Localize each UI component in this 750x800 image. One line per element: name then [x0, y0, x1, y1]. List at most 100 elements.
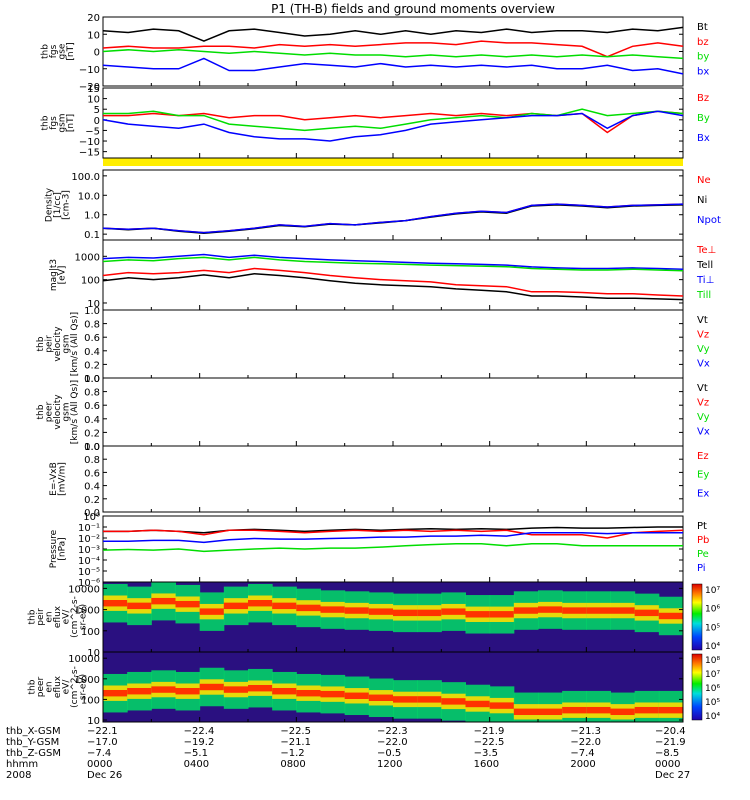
y-axis-label: en	[45, 611, 55, 622]
y-tick-label: 1.0	[84, 306, 100, 317]
colorbar-label: 10⁸	[705, 656, 720, 666]
panel-frame	[102, 445, 684, 513]
spectrogram-band	[658, 706, 684, 714]
x-tick-value: −21.9	[474, 726, 505, 737]
spectrogram-band	[538, 606, 563, 613]
spectrogram-band	[151, 597, 176, 605]
legend-entry: By	[697, 113, 710, 124]
legend-entry: Pe	[697, 549, 709, 560]
y-axis-label: Pressure	[49, 529, 59, 568]
x-tick-value: −20.4	[655, 726, 686, 737]
colorbar	[691, 653, 703, 721]
panel-peer_velocity: 1.0 0.8 0.6 0.4 0.2 0.0 thbpeervelocitygsm[km/…	[36, 374, 710, 453]
legend-entry: Vz	[697, 398, 709, 409]
legend-entry: Till	[696, 290, 711, 301]
y-axis-label: eV/	[62, 679, 72, 695]
x-tick-value: 1200	[377, 759, 402, 770]
y-tick-label: 10⁻¹	[78, 523, 100, 534]
x-tick-value: −22.0	[570, 737, 601, 748]
legend-entry: Ey	[697, 470, 709, 481]
y-axis-label: fgs	[49, 44, 59, 58]
series-line-Ti⊥	[102, 253, 684, 270]
spectrogram-band	[441, 608, 466, 615]
spectrogram-band	[223, 686, 249, 693]
y-axis-label: [mV/m]	[57, 462, 67, 496]
y-tick-label: 0.2	[84, 428, 100, 439]
spectrogram-band	[634, 609, 660, 617]
colorbar-label: 10⁵	[705, 698, 720, 708]
y-axis-label: sr-eV)	[79, 674, 89, 700]
x-tick-value: −1.2	[280, 748, 304, 759]
y-tick-label: 0.6	[84, 468, 100, 479]
spectrogram-band	[610, 708, 636, 716]
y-axis-label: velocity	[53, 394, 63, 430]
series-line-bz	[102, 40, 684, 58]
y-tick-label: 10⁰	[83, 512, 100, 523]
x-row-label: 2008	[6, 770, 31, 781]
spectrogram-band	[296, 604, 321, 612]
y-axis-label: thb	[40, 44, 50, 59]
colorbar-label: 10⁶	[705, 605, 720, 615]
y-axis-label: gse	[57, 43, 67, 59]
y-axis-label: gsm	[62, 334, 72, 353]
x-tick-value: 2000	[570, 759, 595, 770]
legend-entry: Vt	[697, 383, 708, 394]
y-tick-label: 0.2	[84, 360, 100, 371]
legend-entry: Ex	[697, 488, 709, 499]
colorbar-label: 10⁵	[705, 623, 720, 633]
x-tick-value: −7.4	[570, 748, 594, 759]
y-axis-label: [km/s (All Qs)]	[70, 380, 80, 444]
y-axis-label: gsm	[62, 402, 72, 421]
y-axis-label: [nT]	[66, 42, 76, 60]
spectrogram-band	[344, 692, 370, 699]
colorbar-label: 10⁴	[705, 642, 720, 652]
y-axis-label: [nT]	[66, 114, 76, 132]
panel-peir_velocity: 1.0 0.8 0.6 0.4 0.2 0.0 thbpeirvelocitygsm[km/…	[36, 306, 710, 385]
series-line-Pt	[103, 526, 683, 534]
spectrogram-band	[272, 602, 297, 610]
y-axis-label: [eV]	[57, 266, 67, 285]
y-axis-label: [1/cc]	[53, 192, 63, 218]
y-axis-label: fgs	[49, 116, 59, 130]
legend-entry: Vt	[697, 315, 708, 326]
chart-title: P1 (TH-B) fields and ground moments over…	[271, 2, 555, 16]
legend-entry: Ez	[697, 451, 709, 462]
series-line-Till	[102, 256, 684, 272]
colorbar-label: 10⁴	[705, 712, 720, 722]
y-tick-label: 0.8	[84, 455, 100, 466]
panel-frame	[102, 239, 684, 311]
panel-efield: 1.0 0.8 0.6 0.4 0.2 0.0 E=-VxB[mV/m] Ez Ey Ex	[49, 442, 710, 519]
legend-entry: bz	[697, 37, 709, 48]
legend-entry: Vy	[697, 344, 710, 355]
y-tick-label: 10⁻³	[78, 545, 100, 556]
series-line-by	[102, 49, 684, 60]
y-tick-label: 1.0	[84, 442, 100, 453]
spectrogram-band	[272, 687, 297, 695]
series-line-Pe	[102, 543, 683, 553]
legend-entry: by	[697, 52, 709, 63]
legend-entry: Vz	[697, 330, 709, 341]
y-axis-label: thb	[28, 609, 38, 624]
legend-entry: Bx	[697, 133, 710, 144]
series-line-Pb	[103, 529, 684, 539]
panels: 20100−10−20thbfgsgse[nT]Btbzbybx151050−5…	[28, 13, 721, 727]
y-tick-label: 10⁻²	[78, 534, 100, 545]
spectrogram-band	[465, 700, 491, 708]
spectrogram-band	[248, 599, 273, 607]
x-tick-value: 1600	[474, 759, 499, 770]
legend-entry: Npot	[697, 215, 721, 226]
y-tick-label: 0.0	[84, 442, 100, 453]
legend-entry: Tell	[696, 260, 713, 271]
legend-entry: Bt	[697, 22, 708, 33]
spectrogram-band	[127, 687, 152, 695]
spectrogram-band	[562, 607, 587, 614]
x-tick-value: −17.0	[87, 737, 118, 748]
y-tick-label: −20	[79, 82, 100, 93]
x-row-label: hhmm	[6, 759, 38, 770]
x-tick-value: −7.4	[87, 748, 111, 759]
legend-entry: Ti⊥	[696, 275, 714, 286]
y-tick-label: 0.0	[84, 374, 100, 385]
panel-frame	[102, 169, 684, 241]
